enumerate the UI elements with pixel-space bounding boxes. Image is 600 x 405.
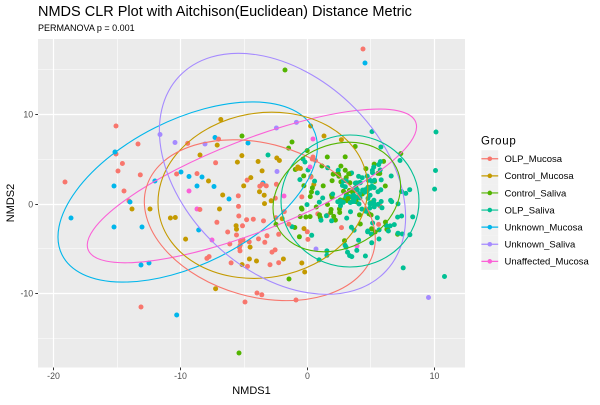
svg-text:Control_Saliva: Control_Saliva: [505, 188, 567, 199]
svg-text:-20: -20: [47, 371, 60, 381]
svg-text:Unknown_Mucosa: Unknown_Mucosa: [505, 222, 584, 233]
svg-text:0: 0: [305, 371, 310, 381]
svg-text:0: 0: [28, 200, 33, 210]
svg-text:10: 10: [430, 371, 440, 381]
svg-text:Unknown_Saliva: Unknown_Saliva: [505, 240, 576, 251]
svg-text:OLP_Mucosa: OLP_Mucosa: [505, 154, 563, 165]
svg-text:-10: -10: [20, 289, 33, 299]
svg-text:PERMANOVA p = 0.001: PERMANOVA p = 0.001: [38, 23, 135, 33]
svg-text:NMDS CLR Plot with Aitchison(E: NMDS CLR Plot with Aitchison(Euclidean) …: [38, 4, 412, 20]
svg-text:10: 10: [23, 110, 33, 120]
svg-text:OLP_Saliva: OLP_Saliva: [505, 205, 556, 216]
svg-text:Unaffected_Mucosa: Unaffected_Mucosa: [505, 257, 590, 268]
svg-text:NMDS2: NMDS2: [5, 184, 17, 223]
svg-text:Control_Mucosa: Control_Mucosa: [505, 171, 575, 182]
svg-text:-10: -10: [174, 371, 187, 381]
svg-text:NMDS1: NMDS1: [232, 385, 271, 397]
svg-text:Group: Group: [481, 136, 516, 148]
